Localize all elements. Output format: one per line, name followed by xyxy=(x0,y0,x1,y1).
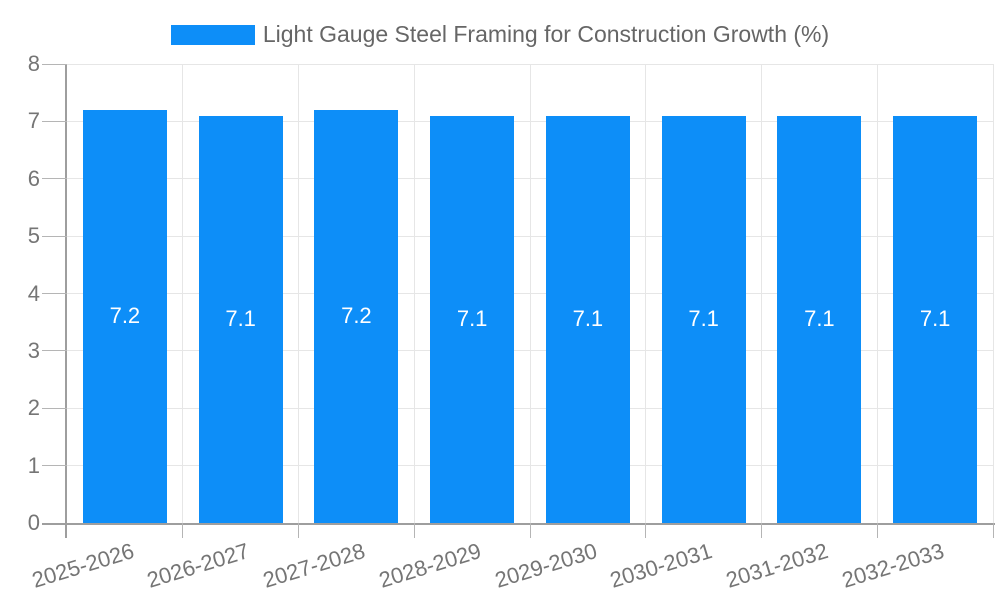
x-gridline xyxy=(992,64,994,523)
y-tick-label: 8 xyxy=(27,51,40,76)
bar-2027-2028[interactable]: 7.2 xyxy=(314,109,399,523)
y-tick-label: 3 xyxy=(27,337,40,363)
bar-value-label: 7.1 xyxy=(804,306,835,332)
bar-value-label: 7.2 xyxy=(109,303,141,329)
x-gridline xyxy=(529,64,531,523)
x-tickmark xyxy=(992,523,994,538)
x-axis-line xyxy=(42,523,995,525)
x-tick-label: 2032-2033 xyxy=(838,538,947,593)
x-gridline xyxy=(182,64,184,523)
y-tickmark xyxy=(42,178,67,180)
y-tickmark xyxy=(42,293,67,294)
x-gridline xyxy=(298,64,299,523)
bar-2030-2031[interactable]: 7.1 xyxy=(661,115,746,523)
x-gridline xyxy=(876,64,878,523)
y-tickmark xyxy=(42,465,67,467)
y-tick-label: 7 xyxy=(27,108,40,134)
x-tick-label: 2026-2027 xyxy=(144,538,253,593)
x-tick-label: 2030-2031 xyxy=(607,538,716,593)
bar-value-label: 7.1 xyxy=(225,306,256,332)
y-tick-label: 6 xyxy=(27,165,40,191)
x-tickmark xyxy=(529,523,531,538)
x-gridline xyxy=(645,64,647,523)
y-tick-label: 5 xyxy=(27,223,40,249)
x-tickmark xyxy=(761,523,762,538)
x-tickmark xyxy=(876,523,878,538)
x-tick-label: 2027-2028 xyxy=(260,538,369,593)
y-tick-label: 1 xyxy=(27,452,40,478)
bar-2032-2033[interactable]: 7.1 xyxy=(893,115,978,523)
y-tickmark xyxy=(42,235,67,237)
legend-label: Light Gauge Steel Framing for Constructi… xyxy=(262,21,830,47)
plot-area: 0 1 2 3 4 5 6 7 8 7.2 2025-2026 7.1 2026-2027 7.2 2027… xyxy=(28,53,995,593)
x-tick-label: 2031-2032 xyxy=(723,538,832,593)
x-tickmark xyxy=(645,523,647,538)
x-tick-label: 2028-2029 xyxy=(375,538,484,593)
y-tickmark xyxy=(42,407,67,409)
bar-value-label: 7.1 xyxy=(688,306,719,332)
x-tickmark xyxy=(413,523,415,538)
bar-value-label: 7.1 xyxy=(572,306,604,332)
y-tickmark xyxy=(42,120,67,122)
x-tickmark xyxy=(298,523,299,538)
y-tick-label: 2 xyxy=(27,395,40,421)
y-tick-label: 4 xyxy=(27,280,40,306)
y-tickmark xyxy=(42,350,67,352)
y-tickmark xyxy=(42,63,67,65)
x-tickmark xyxy=(182,523,184,538)
bar-2029-2030[interactable]: 7.1 xyxy=(545,115,630,523)
x-tick-label: 2029-2030 xyxy=(491,538,600,593)
bar-value-label: 7.1 xyxy=(919,306,951,332)
bar-value-label: 7.2 xyxy=(341,303,372,329)
y-tick-label: 0 xyxy=(27,510,40,535)
chart-legend-item[interactable]: Light Gauge Steel Framing for Constructi… xyxy=(0,21,1000,47)
x-gridline xyxy=(413,64,415,523)
bar-2025-2026[interactable]: 7.2 xyxy=(82,109,167,523)
bar-2031-2032[interactable]: 7.1 xyxy=(777,115,862,523)
y-axis-line xyxy=(65,64,67,538)
bar-2026-2027[interactable]: 7.1 xyxy=(198,115,283,523)
x-gridline xyxy=(761,64,762,523)
bar-2028-2029[interactable]: 7.1 xyxy=(430,115,515,523)
x-tick-label: 2025-2026 xyxy=(28,538,137,593)
bar-value-label: 7.1 xyxy=(456,306,488,332)
legend-swatch-icon xyxy=(170,24,255,45)
